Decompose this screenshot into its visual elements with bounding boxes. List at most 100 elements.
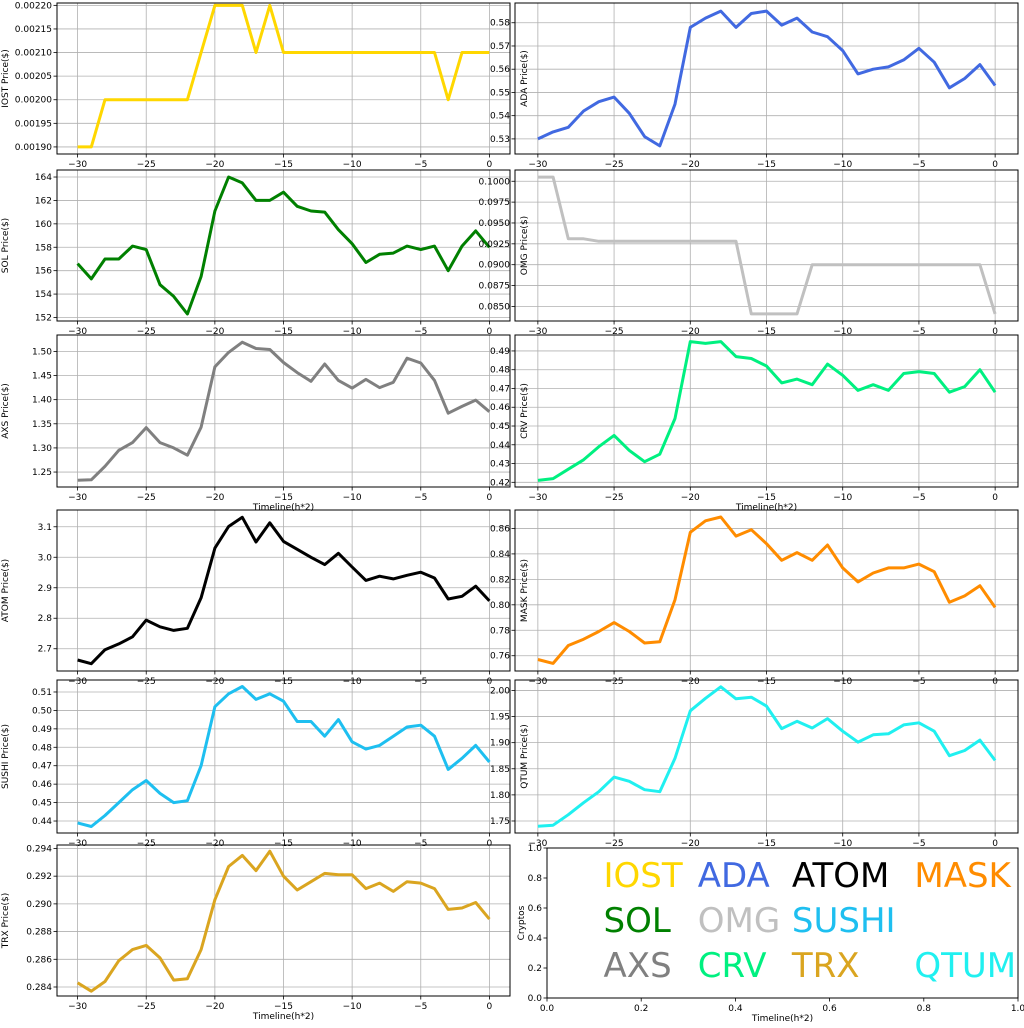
- x-tick-label: 0: [487, 1002, 493, 1012]
- y-tick-label: 0.56: [490, 65, 510, 75]
- y-tick-label: 0.0: [528, 994, 543, 1004]
- y-tick-label: 0.0975: [479, 198, 511, 208]
- y-axis-label: AXS Price($): [1, 383, 11, 439]
- y-tick-label: 0.00195: [15, 119, 52, 129]
- y-tick-label: 0.00205: [15, 72, 52, 82]
- y-tick-label: 0.57: [490, 42, 510, 52]
- y-tick-label: 0.76: [490, 652, 510, 662]
- x-tick-label: −15: [757, 160, 776, 170]
- x-axis-label: Timeline(h*2): [735, 503, 797, 513]
- y-tick-label: 0.8: [528, 874, 543, 884]
- x-tick-label: −5: [414, 160, 427, 170]
- y-axis-label: ADA Price($): [520, 50, 530, 107]
- y-tick-label: 0.47: [490, 384, 510, 394]
- y-tick-label: 0.00200: [15, 96, 52, 106]
- grid: [515, 170, 1018, 321]
- y-tick-label: 1.80: [490, 791, 510, 801]
- panel-mask: −30−25−20−15−10−500.760.780.800.820.840.…: [490, 510, 1018, 687]
- y-tick-label: 0.294: [26, 844, 52, 854]
- x-tick-label: 0.2: [634, 1004, 648, 1014]
- y-tick-label: 162: [35, 196, 52, 206]
- legend-entry-mask: MASK: [914, 856, 1012, 896]
- y-tick-label: 0.49: [32, 725, 52, 735]
- grid: [515, 335, 1018, 487]
- y-tick-label: 0.48: [490, 366, 510, 376]
- y-axis-label: CRV Price($): [520, 383, 530, 439]
- y-tick-label: 0.0900: [479, 261, 511, 271]
- y-tick-label: 0.292: [26, 872, 52, 882]
- y-tick-label: 0.43: [490, 460, 510, 470]
- x-tick-label: −5: [912, 160, 925, 170]
- y-tick-label: 1.35: [32, 420, 52, 430]
- y-tick-label: 0.0875: [479, 282, 511, 292]
- y-tick-label: 1.30: [32, 444, 52, 454]
- y-axis-label: SOL Price($): [1, 218, 11, 273]
- x-tick-label: −10: [833, 160, 852, 170]
- y-tick-label: 0.45: [490, 422, 510, 432]
- y-tick-label: 0.42: [490, 478, 510, 488]
- y-tick-label: 152: [35, 313, 52, 323]
- legend-entry-sol: SOL: [604, 901, 671, 941]
- y-axis-label: OMG Price($): [520, 216, 530, 275]
- x-tick-label: 0.6: [822, 1004, 837, 1014]
- y-tick-label: 0.0950: [479, 219, 511, 229]
- y-tick-label: 0.290: [26, 900, 52, 910]
- legend-entry-crv: CRV: [698, 946, 767, 986]
- legend-entry-sushi: SUSHI: [792, 901, 896, 941]
- x-tick-label: 0: [487, 160, 493, 170]
- x-tick-label: −20: [681, 160, 700, 170]
- legend-entry-atom: ATOM: [792, 856, 889, 896]
- y-tick-label: 0.51: [32, 688, 52, 698]
- x-tick-label: −30: [68, 160, 87, 170]
- y-tick-label: 2.7: [38, 645, 52, 655]
- x-tick-label: −30: [68, 1002, 87, 1012]
- y-tick-label: 0.78: [490, 626, 510, 636]
- x-tick-label: 0: [992, 160, 998, 170]
- x-tick-label: −30: [528, 493, 547, 503]
- y-tick-label: 0.6: [528, 904, 543, 914]
- y-tick-label: 158: [35, 243, 52, 253]
- y-tick-label: 0.288: [26, 928, 52, 938]
- y-tick-label: 1.40: [32, 396, 52, 406]
- x-tick-label: −10: [343, 1002, 362, 1012]
- x-tick-label: −15: [274, 493, 293, 503]
- x-tick-label: 0.8: [917, 1004, 932, 1014]
- legend-entry-axs: AXS: [604, 946, 672, 986]
- x-tick-label: −25: [137, 160, 156, 170]
- x-tick-label: −15: [757, 493, 776, 503]
- x-tick-label: −30: [68, 493, 87, 503]
- x-tick-label: −5: [414, 493, 427, 503]
- y-axis-label: IOST Price($): [1, 49, 11, 108]
- y-tick-label: 0.45: [32, 799, 52, 809]
- y-tick-label: 0.44: [32, 817, 52, 827]
- y-tick-label: 1.0: [528, 844, 543, 854]
- y-axis-label: ATOM Price($): [1, 559, 11, 622]
- y-tick-label: 3.1: [38, 523, 52, 533]
- y-tick-label: 0.84: [490, 550, 510, 560]
- y-tick-label: 0.49: [490, 347, 510, 357]
- y-tick-label: 0.54: [490, 112, 510, 122]
- x-tick-label: 0: [992, 493, 998, 503]
- y-axis-label: MASK Price($): [520, 559, 530, 622]
- y-tick-label: 0.00220: [15, 1, 52, 11]
- x-tick-label: −20: [205, 493, 224, 503]
- x-tick-label: −15: [274, 160, 293, 170]
- y-tick-label: 0.53: [490, 135, 510, 145]
- y-tick-label: 0.82: [490, 575, 510, 585]
- x-tick-label: −30: [528, 160, 547, 170]
- y-tick-label: 0.00190: [15, 143, 52, 153]
- x-tick-label: −25: [605, 493, 624, 503]
- y-tick-label: 1.75: [490, 817, 510, 827]
- y-tick-label: 1.85: [490, 765, 510, 775]
- y-tick-label: 0.50: [32, 706, 52, 716]
- y-tick-label: 0.00215: [15, 25, 52, 35]
- legend-entry-ada: ADA: [698, 856, 770, 896]
- y-axis-label: Cryptos: [517, 905, 527, 940]
